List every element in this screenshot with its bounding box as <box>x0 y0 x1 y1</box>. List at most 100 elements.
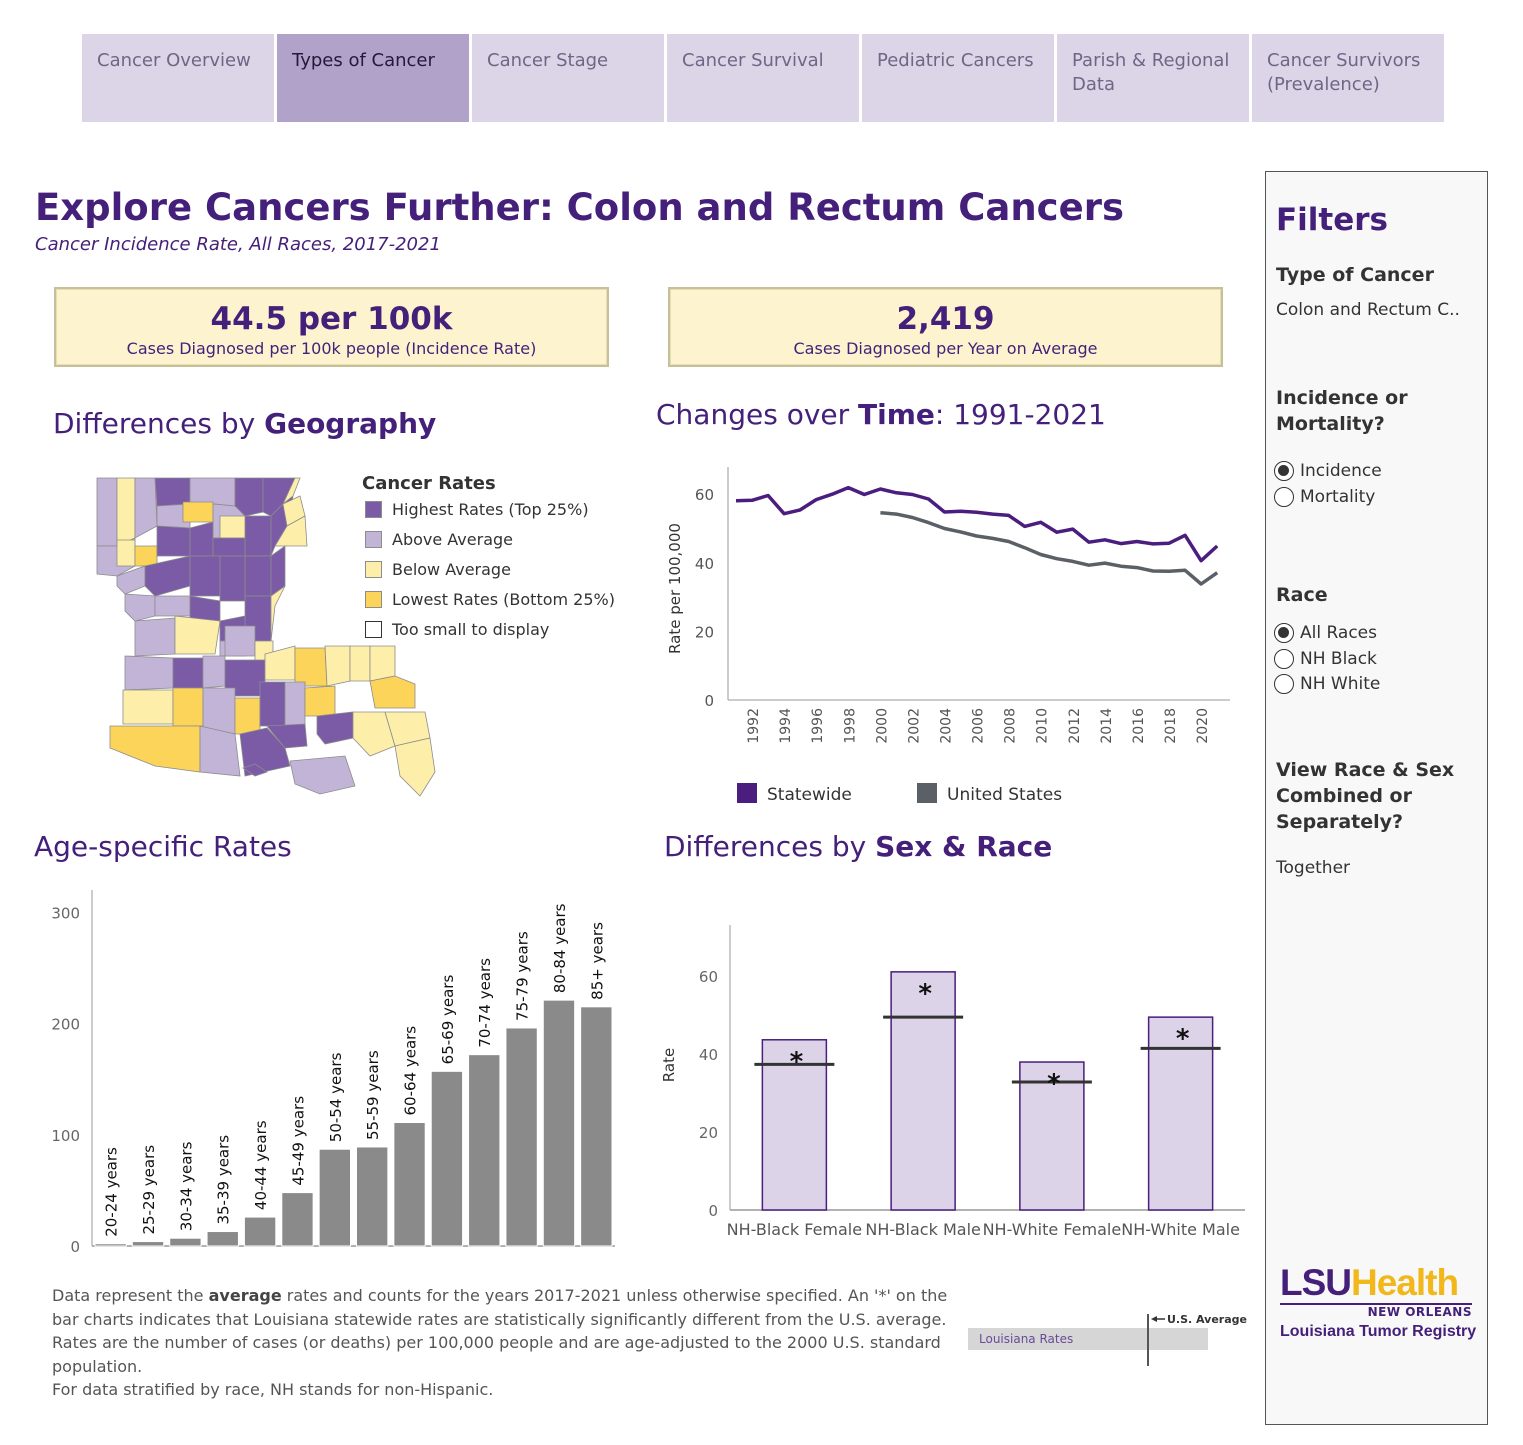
radio-empty-icon <box>1274 674 1294 694</box>
legend-label: Too small to display <box>392 620 550 639</box>
tab-cancer-stage[interactable]: Cancer Stage <box>472 34 664 122</box>
parish-region <box>369 645 396 682</box>
age-bar <box>356 1146 389 1247</box>
parish-region <box>189 521 214 557</box>
legend-label: Statewide <box>767 785 852 805</box>
radio-nh-black[interactable]: NH Black <box>1274 647 1377 671</box>
parish-region <box>266 723 308 749</box>
age-bar <box>430 1070 464 1247</box>
parish-region <box>244 515 272 557</box>
x-tick-label: 2012 <box>1067 708 1083 744</box>
radio-label: Incidence <box>1300 461 1382 481</box>
kpi-rate-label: Cases Diagnosed per 100k people (Inciden… <box>126 339 537 358</box>
tab-cancer-survival[interactable]: Cancer Survival <box>667 34 859 122</box>
y-tick-label: 60 <box>695 486 714 504</box>
tab-cancer-overview[interactable]: Cancer Overview <box>82 34 274 122</box>
parish-region <box>270 585 286 642</box>
legend-label: Highest Rates (Top 25%) <box>392 500 589 519</box>
legend-label: Above Average <box>392 530 513 549</box>
tab-cancer-survivors[interactable]: Cancer Survivors (Prevalence) <box>1252 34 1444 122</box>
sex-race-rates-chart[interactable]: 0 20 40 60 Rate * NH-Black Female * NH-Black Mal… <box>650 915 1250 1270</box>
radio-selected-icon <box>1274 623 1294 643</box>
parish-region <box>349 645 371 682</box>
louisiana-parish-map[interactable] <box>95 476 445 804</box>
age-specific-rates-chart[interactable]: 0 100 200 300 20-24 years 25-29 years 30-34 ye… <box>30 880 630 1255</box>
age-bar-label: 35-39 years <box>215 1135 233 1225</box>
parish-region <box>294 647 328 687</box>
section-title-prefix: Differences by <box>664 830 876 863</box>
radio-nh-white[interactable]: NH White <box>1274 672 1380 696</box>
parish-region <box>316 711 354 745</box>
x-tick-label: 1998 <box>842 708 858 744</box>
parish-region <box>259 681 286 727</box>
parish-region <box>174 615 221 655</box>
legend-label: Below Average <box>392 560 511 579</box>
parish-region <box>189 595 221 622</box>
kpi-case-count: 2,419 Cases Diagnosed per Year on Averag… <box>668 287 1223 367</box>
parish-region <box>199 725 241 777</box>
map-legend-item[interactable]: Too small to display <box>365 620 549 640</box>
age-bar-label: 45-49 years <box>289 1096 307 1186</box>
parish-region <box>234 477 264 517</box>
parish-region <box>172 687 204 727</box>
kpi-rate-value: 44.5 per 100k <box>210 301 453 337</box>
tab-parish-regional-data[interactable]: Parish & Regional Data <box>1057 34 1249 122</box>
radio-empty-icon <box>1274 487 1294 507</box>
significance-asterisk: * <box>790 1047 804 1077</box>
radio-selected-icon <box>1274 461 1294 481</box>
tab-pediatric-cancers[interactable]: Pediatric Cancers <box>862 34 1054 122</box>
filter-type-dropdown[interactable]: Colon and Rectum C.. <box>1276 300 1460 320</box>
legend-swatch <box>365 501 382 518</box>
section-title-time: Changes over Time: 1991-2021 <box>656 398 1106 431</box>
parish-region <box>394 737 436 797</box>
parish-region <box>154 595 191 617</box>
x-tick-label: 1992 <box>746 708 762 744</box>
time-trend-chart[interactable]: 0 20 40 60 1992 1994 1996 1998 2000 2002 2004 2006 2… <box>640 455 1250 815</box>
x-category-label: NH-White Male <box>1121 1220 1240 1239</box>
x-category-label: NH-Black Female <box>727 1220 862 1239</box>
map-legend-item[interactable]: Above Average <box>365 530 513 550</box>
lsu-health-logo[interactable]: LSUHealth NEW ORLEANS Louisiana Tumor Re… <box>1280 1264 1480 1341</box>
x-tick-label: 2016 <box>1131 708 1147 744</box>
parish-region <box>324 645 351 687</box>
legend-swatch <box>365 561 382 578</box>
x-tick-label: 2018 <box>1163 708 1179 744</box>
parish-region <box>124 593 156 622</box>
parish-region <box>369 675 416 709</box>
parish-region <box>352 711 396 757</box>
tab-types-of-cancer[interactable]: Types of Cancer <box>277 34 469 122</box>
parish-region <box>116 477 136 547</box>
radio-mortality[interactable]: Mortality <box>1274 485 1375 509</box>
radio-all-races[interactable]: All Races <box>1274 621 1377 645</box>
parish-region <box>116 539 136 567</box>
parish-region <box>212 537 246 557</box>
parish-region <box>224 625 256 657</box>
significance-asterisk: * <box>1176 1024 1190 1054</box>
parish-region <box>134 617 176 657</box>
parish-region <box>156 525 191 557</box>
parish-region <box>109 725 201 773</box>
filter-type-label: Type of Cancer <box>1276 264 1434 286</box>
map-legend-item[interactable]: Below Average <box>365 560 511 580</box>
section-title-suffix: : 1991-2021 <box>934 398 1106 431</box>
kpi-incidence-rate: 44.5 per 100k Cases Diagnosed per 100k p… <box>54 287 609 367</box>
age-bar <box>393 1122 426 1247</box>
logo-main: LSUHealth <box>1280 1264 1480 1302</box>
age-bar <box>131 1241 165 1247</box>
parish-region <box>202 687 236 735</box>
y-tick-label: 20 <box>699 1124 718 1142</box>
filter-view-label: View Race & Sex Combined or Separately? <box>1276 759 1455 833</box>
section-title-geography: Differences by Geography <box>53 407 436 440</box>
parish-region <box>116 565 146 595</box>
legend-swatch <box>365 621 382 638</box>
radio-incidence[interactable]: Incidence <box>1274 459 1382 483</box>
footnote-text: rates and counts for the years 2017-2021… <box>52 1286 948 1376</box>
map-legend-item[interactable]: Highest Rates (Top 25%) <box>365 500 589 520</box>
rate-bar <box>890 971 956 1211</box>
section-title-age: Age-specific Rates <box>34 830 292 863</box>
age-bar <box>206 1231 239 1247</box>
logo-registry: Louisiana Tumor Registry <box>1280 1323 1477 1340</box>
filter-view-dropdown[interactable]: Together <box>1276 858 1351 878</box>
map-legend-item[interactable]: Lowest Rates (Bottom 25%) <box>365 590 615 610</box>
y-tick-label: 0 <box>70 1238 80 1255</box>
